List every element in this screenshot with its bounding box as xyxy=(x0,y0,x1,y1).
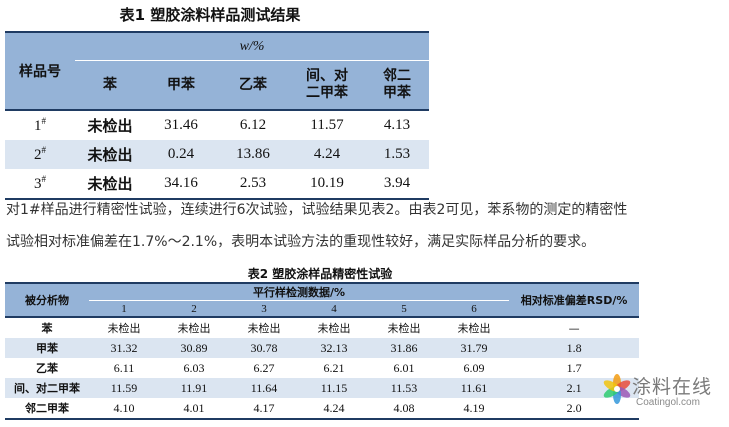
cell-value: 30.78 xyxy=(229,338,299,358)
unit-header-text: w/% xyxy=(239,38,265,54)
cell-value: 31.32 xyxy=(89,338,159,358)
watermark-text-en: Coatingol.com xyxy=(636,397,700,408)
cell-value: 4.19 xyxy=(439,398,510,420)
sample-id-header: 样品号 xyxy=(5,31,75,111)
cell-value: 11.64 xyxy=(229,378,299,398)
cell-value: 31.86 xyxy=(369,338,439,358)
cell-value: 11.57 xyxy=(310,117,344,133)
sample-id-sup: # xyxy=(41,145,47,155)
column-header-o-xylene: 邻二 甲苯 xyxy=(365,60,430,111)
run-number-header: 3 xyxy=(229,300,299,318)
column-header-mp-xylene: 间、对 二甲苯 xyxy=(289,60,365,111)
table-row: 3# 未检出 34.16 2.53 10.19 3.94 xyxy=(5,169,430,200)
unit-header: w/% xyxy=(75,31,430,61)
sample-id-number: 2 xyxy=(34,147,42,163)
cell-value: 4.17 xyxy=(229,398,299,420)
cell-value: 6.01 xyxy=(393,360,415,375)
cell-value: 6.03 xyxy=(183,360,205,375)
body-paragraph-line-1: 对1#样品进行精密性试验，连续进行6次试验，试验结果见表2。由表2可见，苯系物的… xyxy=(6,202,628,218)
cell-value: 未检出 xyxy=(387,322,421,335)
cell-value: 30.89 xyxy=(159,338,229,358)
sample-id: 2# xyxy=(5,140,75,169)
run-number-header: 4 xyxy=(299,300,369,318)
table1-title: 表1 塑胶涂料样品测试结果 xyxy=(119,6,301,24)
cell-value: 未检出 xyxy=(107,322,141,335)
cell-value: 未检出 xyxy=(75,169,145,200)
watermark-text-cn: 涂料在线 xyxy=(632,376,713,398)
table-row: 甲苯 31.32 30.89 30.78 32.13 31.86 31.79 1… xyxy=(5,338,640,358)
cell-value: 3.94 xyxy=(365,169,430,200)
table-row: 邻二甲苯 4.10 4.01 4.17 4.24 4.08 4.19 2.0 xyxy=(5,398,640,420)
cell-value: 4.01 xyxy=(159,398,229,420)
cell-value: 6.21 xyxy=(323,360,345,375)
cell-value: 31.46 xyxy=(164,117,198,133)
cell-value: 11.61 xyxy=(439,378,510,398)
table1: 样品号 w/% 苯 甲苯 乙苯 间、对 二甲苯 邻二 甲苯 1# 未检出 31.… xyxy=(5,31,430,200)
cell-value: 未检出 xyxy=(87,117,133,135)
cell-value: 6.12 xyxy=(239,117,267,133)
rsd-value: 1.8 xyxy=(509,338,640,358)
sample-id-number: 1 xyxy=(34,118,42,134)
table-row: 1# 未检出 31.46 6.12 11.57 4.13 xyxy=(5,110,429,140)
analyte-header: 被分析物 xyxy=(5,282,89,318)
cell-value: 11.53 xyxy=(369,378,439,398)
parallel-data-header: 平行样检测数据/% xyxy=(89,282,510,301)
sample-id: 3# xyxy=(5,169,75,200)
cell-value: 34.16 xyxy=(145,169,217,200)
sample-id-sup: # xyxy=(41,174,47,184)
cell-value: 13.86 xyxy=(217,140,289,169)
analyte-name: 间、对二甲苯 xyxy=(5,378,89,398)
cell-value: 4.24 xyxy=(289,140,365,169)
table-row: 间、对二甲苯 11.59 11.91 11.64 11.15 11.53 11.… xyxy=(5,378,640,398)
sample-id: 1# xyxy=(5,110,75,140)
cell-value: 未检出 xyxy=(317,322,351,335)
cell-value: 未检出 xyxy=(177,322,211,335)
cell-value: 11.59 xyxy=(89,378,159,398)
analyte-name: 乙苯 xyxy=(36,362,58,375)
rsd-header: 相对标准偏差RSD/% xyxy=(509,282,640,318)
analyte-name: 邻二甲苯 xyxy=(5,398,89,420)
sample-id-sup: # xyxy=(41,116,47,126)
body-paragraph-line-2: 试验相对标准偏差在1.7%～2.1%，表明本试验方法的重现性较好，满足实际样品分… xyxy=(6,234,596,250)
cell-value: 0.24 xyxy=(145,140,217,169)
cell-value: 11.91 xyxy=(159,378,229,398)
table-row: 乙苯 6.11 6.03 6.27 6.21 6.01 6.09 1.7 xyxy=(5,358,639,378)
analyte-name: 苯 xyxy=(41,322,53,335)
cell-value: 1.53 xyxy=(365,140,430,169)
cell-value: 6.09 xyxy=(463,360,485,375)
cell-value: 4.08 xyxy=(369,398,439,420)
cell-value: 11.15 xyxy=(299,378,369,398)
cell-value: 4.13 xyxy=(383,117,411,133)
cell-value: 6.11 xyxy=(113,360,135,375)
column-header-ethylbenzene: 乙苯 xyxy=(217,60,289,111)
run-number-header: 5 xyxy=(369,300,439,318)
cell-value: 10.19 xyxy=(289,169,365,200)
flower-logo-icon xyxy=(603,374,631,404)
column-header-benzene: 苯 xyxy=(75,60,145,111)
run-number-header: 2 xyxy=(159,300,229,318)
run-number-header: 1 xyxy=(89,300,159,318)
table-row: 2# 未检出 0.24 13.86 4.24 1.53 xyxy=(5,140,430,169)
cell-value: 31.79 xyxy=(439,338,510,358)
cell-value: 32.13 xyxy=(299,338,369,358)
cell-value: 4.24 xyxy=(299,398,369,420)
cell-value: 未检出 xyxy=(75,140,145,169)
cell-value: 4.10 xyxy=(89,398,159,420)
rsd-value: — xyxy=(568,321,580,335)
cell-value: 6.27 xyxy=(253,360,275,375)
rsd-value: 2.0 xyxy=(509,398,640,420)
rsd-value: 1.7 xyxy=(566,360,582,375)
sample-id-number: 3 xyxy=(34,176,42,192)
cell-value: 未检出 xyxy=(247,322,281,335)
cell-value: 2.53 xyxy=(217,169,289,200)
table-row: 苯 未检出 未检出 未检出 未检出 未检出 未检出 — xyxy=(5,317,639,338)
table2-title: 表2 塑胶涂样品精密性试验 xyxy=(247,267,393,281)
table2: 被分析物 平行样检测数据/% 相对标准偏差RSD/% 1 2 3 4 5 6 苯… xyxy=(5,282,640,420)
column-header-toluene: 甲苯 xyxy=(145,60,217,111)
cell-value: 未检出 xyxy=(457,322,491,335)
watermark: 涂料在线 Coatingol.com xyxy=(602,370,727,420)
run-number-header: 6 xyxy=(439,300,510,318)
analyte-name: 甲苯 xyxy=(5,338,89,358)
